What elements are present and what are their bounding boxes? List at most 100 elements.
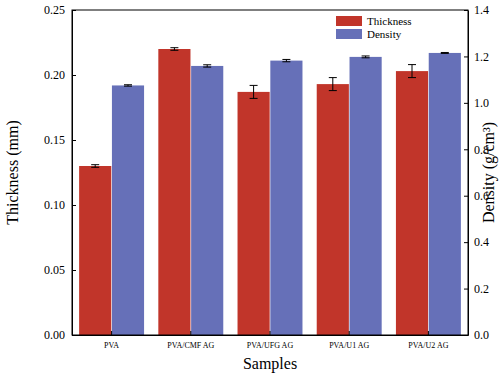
error-bar-cap	[124, 86, 132, 87]
x-tick-label: PVA/CMF AG	[167, 341, 214, 350]
series-0	[79, 48, 428, 335]
y-tick: 0.20	[44, 68, 76, 82]
error-bar-cap	[250, 85, 258, 86]
error-bar-cap	[170, 50, 178, 51]
y-tick: 0.05	[44, 263, 76, 277]
y2-axis-title: Density (g/cm³)	[480, 122, 498, 223]
error-bar-cap	[329, 90, 337, 91]
error-bar	[170, 48, 178, 51]
x-axis-line	[73, 335, 469, 336]
bar	[191, 66, 223, 335]
error-bar	[362, 56, 370, 58]
error-bar-cap	[250, 98, 258, 99]
error-bar	[250, 85, 258, 98]
bar	[396, 71, 428, 335]
error-bar-stem	[253, 85, 254, 98]
x-axis-title: Samples	[243, 355, 297, 373]
y2-tick-label: 0.4	[474, 235, 489, 249]
y2-tick-mark	[464, 242, 468, 243]
error-bar-stem	[412, 65, 413, 78]
y-tick-label: 0.10	[44, 198, 65, 212]
chart: 0.000.050.100.150.200.250.00.20.40.60.81…	[0, 0, 500, 377]
bar	[112, 85, 144, 335]
error-bar	[124, 85, 132, 86]
y2-tick-mark	[464, 56, 468, 57]
error-bar-cap	[408, 64, 416, 65]
x-tick-label: PVA	[104, 341, 119, 350]
y2-tick-mark	[464, 103, 468, 104]
error-bar-cap	[203, 67, 211, 68]
y2-tick: 1.4	[464, 3, 489, 17]
x-tick-mark	[270, 331, 271, 335]
y2-tick: 0.4	[464, 235, 489, 249]
y-axis: 0.00 0.05 0.10 0.15 0.20 0.25	[44, 3, 76, 342]
bar	[79, 166, 111, 335]
x-tick: PVA	[104, 331, 119, 350]
y-tick-mark	[72, 10, 76, 11]
legend: ThicknessDensity	[336, 15, 412, 40]
x-tick-mark	[190, 331, 191, 335]
plot-frame	[72, 10, 468, 335]
error-bar	[329, 78, 337, 91]
y-axis-line	[72, 11, 73, 336]
y2-tick: 1.0	[464, 96, 489, 110]
y2-axis-line	[468, 11, 469, 336]
y2-tick-mark	[464, 289, 468, 290]
y-tick: 0.15	[44, 133, 76, 147]
y2-tick: 0.2	[464, 282, 489, 296]
error-bar-cap	[329, 77, 337, 78]
x-axis: PVA PVA/CMF AG PVA/UFG AG PVA/U1 AG PVA/U2 A…	[73, 331, 469, 350]
error-bar-cap	[91, 164, 99, 165]
legend-entry: Thickness	[336, 15, 412, 27]
y-tick-label: 0.20	[44, 68, 65, 82]
x-tick-label: PVA/UFG AG	[247, 341, 294, 350]
y-tick-mark	[72, 270, 76, 271]
legend-swatch	[336, 16, 362, 26]
y-tick-mark	[72, 75, 76, 76]
error-bar	[91, 165, 99, 168]
error-bar-cap	[170, 47, 178, 48]
error-bar-cap	[441, 52, 449, 53]
error-bar-cap	[124, 84, 132, 85]
bar	[158, 49, 190, 335]
y2-tick-label: 1.4	[474, 3, 489, 17]
x-tick: PVA/UFG AG	[247, 331, 294, 350]
error-bar	[282, 59, 290, 61]
error-bar-cap	[282, 59, 290, 60]
y2-tick-label: 0.2	[474, 282, 489, 296]
bars	[79, 48, 461, 335]
y-tick: 0.25	[44, 3, 76, 17]
y-tick: 0.10	[44, 198, 76, 212]
y-axis-title: Thickness (mm)	[4, 120, 22, 224]
error-bar	[441, 52, 449, 54]
x-tick: PVA/CMF AG	[167, 331, 214, 350]
y2-tick-label: 0.0	[474, 328, 489, 342]
y-tick-label: 0.00	[44, 328, 65, 342]
error-bar-cap	[362, 57, 370, 58]
y-tick-label: 0.15	[44, 133, 65, 147]
bar	[350, 57, 382, 335]
y-tick-mark	[72, 140, 76, 141]
error-bar-stem	[332, 78, 333, 91]
bar	[429, 53, 461, 335]
y-tick-label: 0.05	[44, 263, 65, 277]
y2-tick-mark	[464, 149, 468, 150]
y2-tick-label: 1.0	[474, 96, 489, 110]
error-bar-cap	[203, 64, 211, 65]
series-1	[112, 52, 461, 335]
x-tick-label: PVA/U1 AG	[329, 341, 369, 350]
plot: 0.000.050.100.150.200.250.00.20.40.60.81…	[44, 3, 489, 349]
y2-tick-mark	[464, 196, 468, 197]
legend-label: Density	[367, 28, 402, 40]
x-tick: PVA/U2 AG	[408, 331, 448, 350]
y2-tick-label: 1.2	[474, 50, 489, 64]
legend-label: Thickness	[367, 15, 412, 27]
error-bar-cap	[362, 55, 370, 56]
x-tick-mark	[349, 331, 350, 335]
error-bar	[203, 65, 211, 67]
error-bar-cap	[441, 53, 449, 54]
legend-entry: Density	[336, 28, 402, 40]
error-bar-cap	[91, 167, 99, 168]
bar	[238, 92, 270, 335]
y2-tick-mark	[464, 10, 468, 11]
